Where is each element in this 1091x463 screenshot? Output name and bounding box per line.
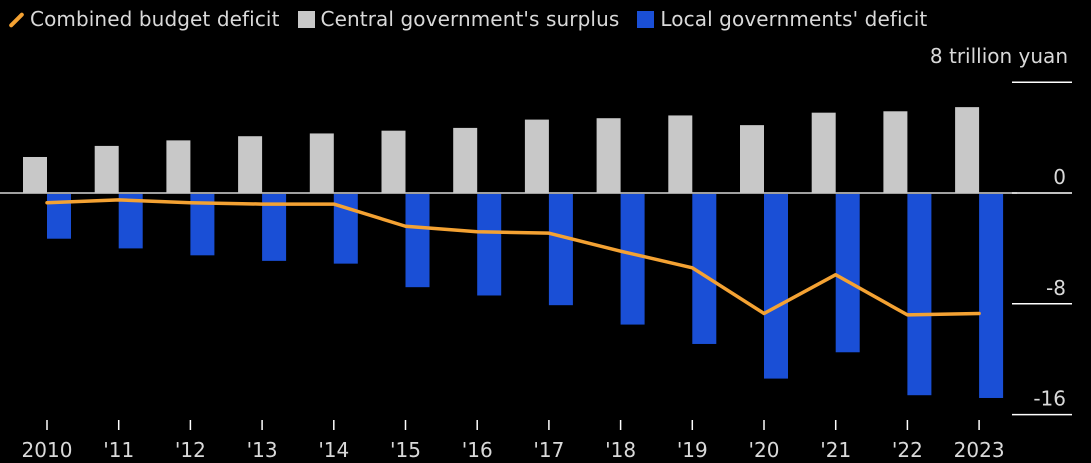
legend: Combined budget deficit Central governme…: [6, 4, 945, 34]
surplus-bar: [94, 145, 119, 193]
x-tick-label: 2023: [954, 438, 1005, 462]
legend-item-combined-deficit: Combined budget deficit: [6, 7, 280, 31]
surplus-bar: [309, 133, 334, 193]
blue-swatch-icon: [637, 10, 655, 28]
surplus-bar: [955, 107, 980, 193]
x-tick-label: '18: [605, 438, 636, 462]
deficit-bar: [477, 194, 502, 296]
legend-label-local-deficit: Local governments' deficit: [660, 7, 928, 31]
y-tick-label: 0: [1053, 165, 1066, 189]
y-axis-unit-label: 8 trillion yuan: [929, 44, 1068, 68]
x-tick-label: '22: [892, 438, 923, 462]
deficit-bar: [835, 194, 860, 353]
surplus-bar: [668, 115, 693, 193]
x-tick-label: '21: [820, 438, 851, 462]
surplus-bar: [811, 112, 836, 193]
x-tick-label: '15: [390, 438, 421, 462]
deficit-bar: [764, 194, 788, 379]
legend-label-combined-deficit: Combined budget deficit: [30, 7, 280, 31]
deficit-bar: [979, 194, 1004, 398]
x-tick-label: 2010: [22, 438, 73, 462]
legend-label-central-surplus: Central government's surplus: [320, 7, 620, 31]
combined-deficit-line: [45, 198, 981, 317]
y-tick-label: -16: [1033, 387, 1066, 411]
surplus-bar: [166, 140, 191, 193]
legend-item-local-deficit: Local governments' deficit: [637, 7, 927, 31]
surplus-bar: [524, 119, 549, 193]
surplus-bar: [453, 127, 478, 193]
x-tick-label: '19: [677, 438, 708, 462]
deficit-bar: [620, 194, 645, 325]
x-tick-label: '13: [247, 438, 278, 462]
x-tick-label: '11: [103, 438, 134, 462]
x-tick-label: '16: [462, 438, 493, 462]
x-tick-label: '14: [318, 438, 349, 462]
deficit-bar: [118, 194, 143, 249]
surplus-bar: [883, 111, 908, 193]
surplus-bar: [238, 136, 263, 193]
x-tick-label: '12: [175, 438, 206, 462]
legend-item-central-surplus: Central government's surplus: [297, 7, 620, 31]
surplus-bar: [23, 156, 47, 193]
grey-swatch-icon: [297, 10, 315, 28]
x-tick-label: '20: [749, 438, 780, 462]
y-tick-label: -8: [1046, 276, 1066, 300]
surplus-bar: [381, 130, 406, 193]
surplus-bar: [596, 118, 621, 193]
deficit-bar: [907, 194, 932, 396]
deficit-bar: [548, 194, 573, 306]
deficit-bar: [405, 194, 430, 288]
x-tick-label: '17: [533, 438, 564, 462]
surplus-bar: [740, 125, 764, 193]
